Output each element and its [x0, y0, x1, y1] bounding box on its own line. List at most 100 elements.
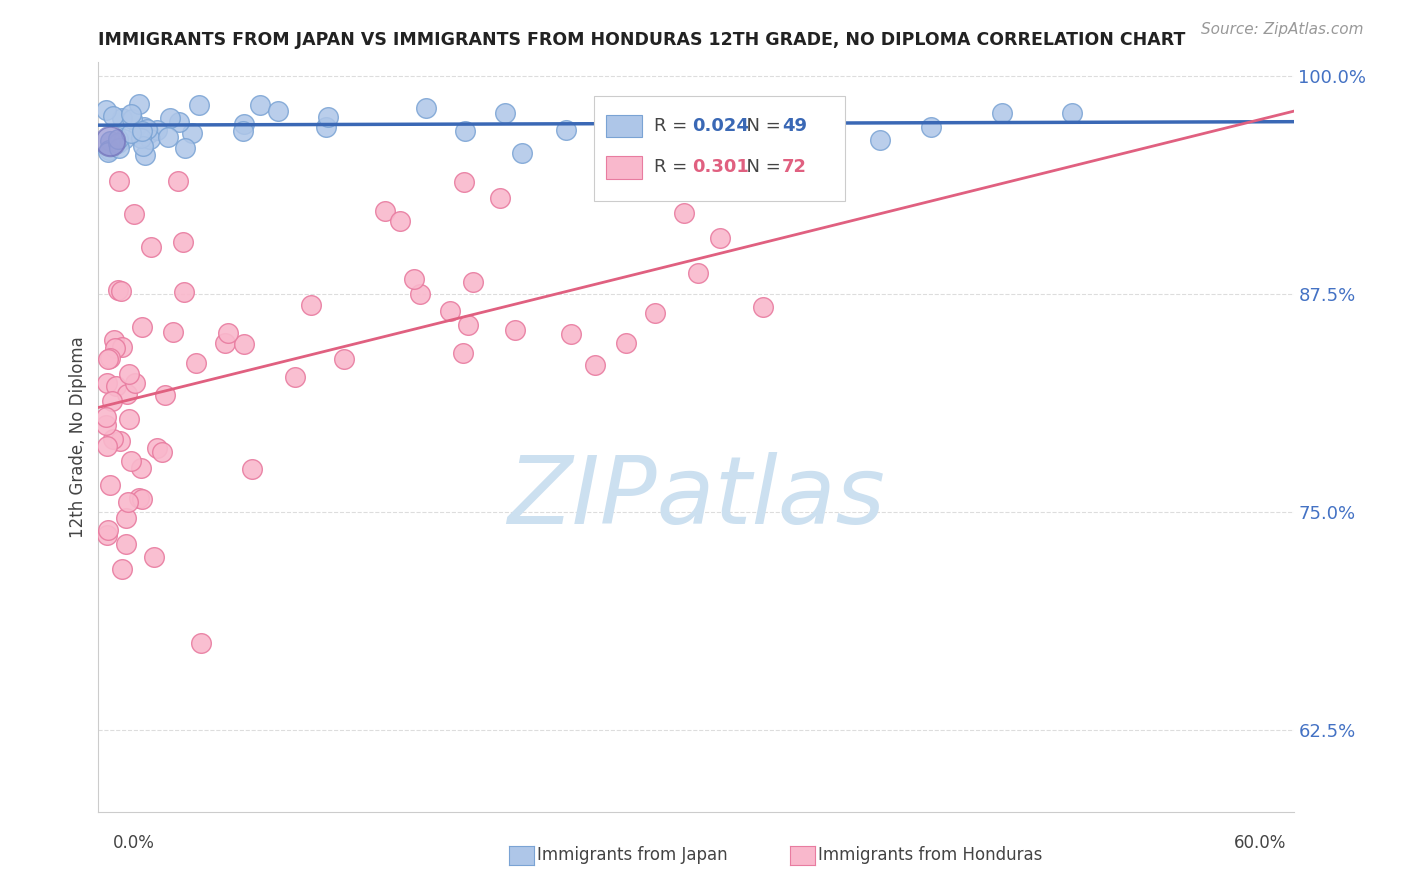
Point: [374, 204, 396, 219]
Point: [752, 300, 775, 314]
Point: [115, 511, 138, 525]
Point: [602, 102, 624, 116]
Point: [402, 272, 425, 286]
Point: [560, 326, 582, 341]
Text: ZIPatlas: ZIPatlas: [508, 451, 884, 542]
Point: [98, 134, 121, 148]
Point: [409, 287, 432, 301]
Point: [214, 335, 236, 350]
Point: [583, 359, 606, 373]
Point: [129, 131, 152, 145]
Point: [187, 98, 209, 112]
Point: [439, 303, 461, 318]
Point: [644, 305, 666, 319]
Point: [111, 340, 134, 354]
Text: N =: N =: [735, 159, 787, 177]
Point: [141, 240, 163, 254]
Point: [108, 434, 131, 448]
Point: [131, 320, 153, 334]
Point: [107, 132, 129, 146]
Point: [333, 351, 356, 366]
Point: [120, 126, 142, 140]
Point: [103, 333, 125, 347]
Point: [457, 318, 479, 332]
Point: [184, 356, 207, 370]
Point: [240, 462, 263, 476]
Point: [451, 346, 474, 360]
Point: [96, 410, 118, 425]
Point: [172, 235, 194, 250]
FancyBboxPatch shape: [606, 115, 643, 137]
Point: [97, 523, 120, 537]
Point: [718, 107, 741, 121]
Point: [709, 231, 731, 245]
Point: [100, 393, 122, 408]
Point: [181, 126, 204, 140]
Point: [146, 441, 169, 455]
Text: 72: 72: [782, 159, 807, 177]
Point: [232, 123, 254, 137]
Point: [128, 491, 150, 506]
Point: [134, 147, 156, 161]
Text: 0.024: 0.024: [692, 117, 749, 135]
Point: [155, 388, 177, 402]
Point: [283, 370, 305, 384]
Point: [167, 114, 190, 128]
Point: [98, 478, 121, 492]
Point: [98, 134, 121, 148]
Text: Immigrants from Honduras: Immigrants from Honduras: [818, 847, 1043, 864]
FancyBboxPatch shape: [595, 96, 845, 201]
Point: [489, 191, 512, 205]
Point: [388, 214, 411, 228]
Point: [596, 112, 619, 127]
Point: [806, 98, 828, 112]
Point: [118, 367, 141, 381]
Point: [96, 376, 118, 390]
Point: [811, 174, 834, 188]
Text: IMMIGRANTS FROM JAPAN VS IMMIGRANTS FROM HONDURAS 12TH GRADE, NO DIPLOMA CORRELA: IMMIGRANTS FROM JAPAN VS IMMIGRANTS FROM…: [98, 31, 1185, 49]
Point: [454, 124, 477, 138]
Point: [124, 207, 146, 221]
Point: [120, 454, 142, 468]
Point: [110, 285, 132, 299]
Text: 49: 49: [782, 117, 807, 135]
Point: [131, 124, 153, 138]
Point: [173, 141, 195, 155]
Point: [233, 337, 256, 351]
Point: [157, 129, 180, 144]
Point: [190, 635, 212, 649]
Point: [96, 438, 118, 452]
FancyBboxPatch shape: [606, 156, 643, 178]
Point: [139, 131, 162, 145]
Point: [97, 143, 120, 157]
Point: [132, 139, 155, 153]
Point: [131, 491, 153, 506]
Point: [503, 323, 526, 337]
Point: [167, 174, 190, 188]
Point: [869, 133, 891, 147]
Point: [107, 136, 129, 150]
Point: [121, 112, 143, 127]
Point: [920, 120, 942, 135]
Point: [146, 123, 169, 137]
Point: [108, 141, 131, 155]
Point: [111, 111, 134, 125]
Point: [96, 528, 118, 542]
Point: [118, 412, 141, 426]
Text: 0.0%: 0.0%: [112, 834, 155, 852]
Point: [614, 174, 637, 188]
Point: [614, 336, 637, 351]
Point: [97, 145, 120, 159]
Point: [124, 376, 146, 391]
Point: [555, 123, 578, 137]
Point: [134, 120, 156, 135]
Y-axis label: 12th Grade, No Diploma: 12th Grade, No Diploma: [69, 336, 87, 538]
Point: [120, 107, 142, 121]
Point: [415, 102, 437, 116]
Point: [159, 112, 181, 126]
Point: [138, 126, 160, 140]
Point: [173, 285, 195, 299]
Point: [127, 126, 149, 140]
Point: [232, 117, 254, 131]
Point: [101, 432, 124, 446]
